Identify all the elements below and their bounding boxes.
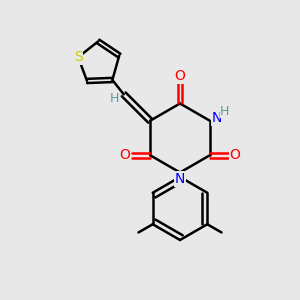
Text: N: N (175, 172, 185, 186)
Text: N: N (211, 111, 222, 125)
Text: O: O (119, 148, 130, 162)
Text: O: O (175, 70, 185, 83)
Text: S: S (74, 50, 82, 64)
Text: O: O (230, 148, 241, 162)
Text: H: H (110, 92, 119, 105)
Text: H: H (220, 105, 230, 118)
